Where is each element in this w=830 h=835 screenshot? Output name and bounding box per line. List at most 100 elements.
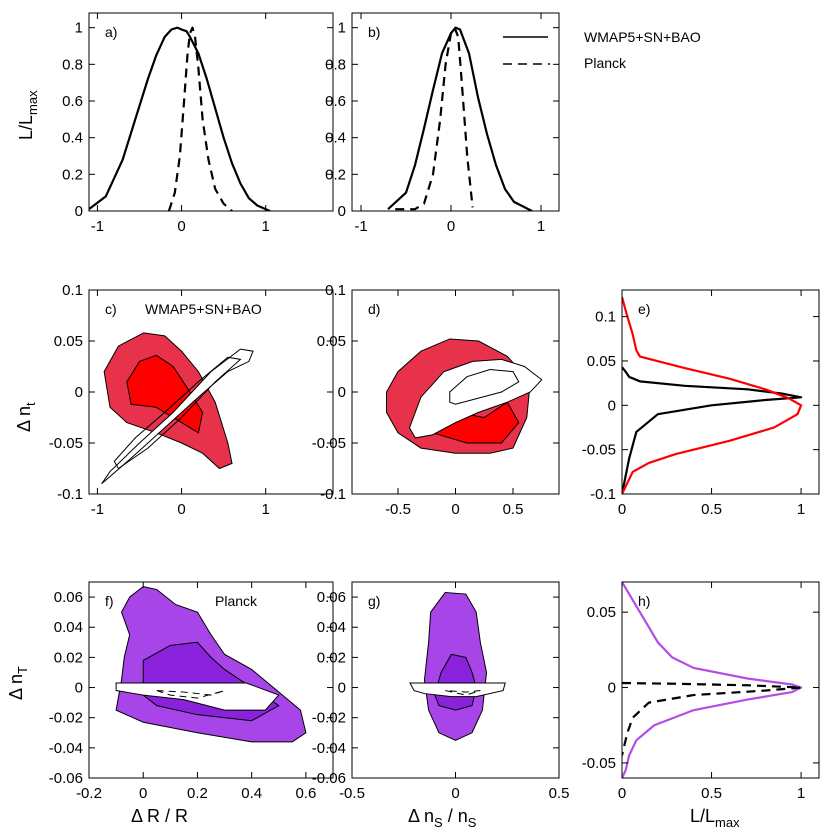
plot-area-e — [622, 296, 803, 494]
contour-d-wmap-68- — [449, 369, 520, 405]
xtick-label-f: -0.2 — [76, 785, 102, 802]
plot-area-b — [387, 26, 533, 211]
ytick-label-f: -0.06 — [49, 770, 83, 787]
xlabel-g-pre: Δ n — [408, 806, 434, 826]
ytick-label-a: 1 — [75, 20, 83, 37]
ytick-label-g: -0.06 — [312, 770, 346, 787]
xtick-label-d: 0.5 — [503, 501, 524, 518]
xtick-label-f: 0.2 — [187, 785, 208, 802]
xtick-label-f: 0.6 — [295, 785, 316, 802]
ytick-label-b: 0.8 — [325, 56, 346, 73]
ytick-label-a: 0.2 — [62, 166, 83, 183]
xtick-label-f: 0 — [139, 785, 147, 802]
xtick-label-d: -0.5 — [385, 501, 411, 518]
axes-frame-f — [88, 581, 334, 779]
xtick-label-g: -0.5 — [339, 785, 365, 802]
ytick-label-g: 0.06 — [317, 589, 346, 606]
contour-c-wmap-95- — [101, 348, 254, 485]
xlabel-g-sub2: S — [468, 815, 477, 830]
plot-area-g — [409, 592, 506, 741]
legend-dashed-label: Planck — [584, 55, 627, 71]
contour-c-planck-68- — [126, 354, 204, 434]
ytick-label-a: 0.8 — [62, 56, 83, 73]
xtick-label-a: -1 — [91, 218, 104, 235]
panel-label-g: g) — [368, 593, 380, 609]
ylabel-middle-main: Δ n — [14, 406, 34, 432]
xlabel-h-main: L/L — [690, 806, 715, 826]
ytick-label-g: 0.04 — [317, 619, 346, 636]
xtick-label-h: 0.5 — [701, 785, 722, 802]
ytick-label-c: 0 — [75, 384, 83, 401]
legend: WMAP5+SN+BAO Planck — [503, 29, 701, 71]
series-e-solid-line — [622, 296, 803, 494]
ylabel-middle: Δ nt — [14, 402, 38, 432]
ylabel-bottom-main: Δ n — [6, 674, 26, 700]
panel-label-f: f) — [105, 593, 114, 609]
panel-e: 0 0.5 1 -0.1 -0.05 0 0.05 0.1 e) — [582, 289, 820, 518]
xlabel-g-mid: / n — [443, 806, 468, 826]
panel-a: -1 0 1 0 0.2 0.4 0.6 0.8 1 a) — [62, 12, 334, 235]
series-b-dashed-line — [395, 26, 474, 211]
xtick-label-a: 1 — [262, 218, 270, 235]
axes-frame-a — [88, 12, 334, 212]
plot-area-d — [386, 338, 543, 454]
ytick-label-d: 0.1 — [325, 282, 346, 299]
panel-b: -1 0 1 0 0.2 0.4 0.6 0.8 1 b) — [325, 12, 560, 235]
panel-label-e: e) — [638, 301, 650, 317]
ytick-label-h: -0.05 — [582, 755, 616, 772]
panel-annotation-c: WMAP5+SN+BAO — [145, 301, 262, 317]
ytick-label-a: 0.6 — [62, 93, 83, 110]
panel-g: -0.5 0 0.5 -0.06 -0.04 -0.02 0 0.02 0.04 0.06 g) — [312, 581, 569, 802]
contour-c-wmap-68- — [113, 356, 242, 470]
xtick-label-c: 0 — [177, 501, 185, 518]
ytick-label-c: 0.05 — [54, 333, 83, 350]
ytick-label-e: -0.1 — [590, 486, 616, 503]
plot-area-c — [101, 332, 254, 485]
ylabel-bottom-sub: T — [15, 666, 30, 674]
xtick-label-b: 1 — [537, 218, 545, 235]
plot-area-a — [89, 26, 271, 211]
xlabel-g: Δ nS / nS — [408, 806, 477, 830]
xtick-label-c: -1 — [91, 501, 104, 518]
ytick-label-g: 0 — [338, 680, 346, 697]
panel-label-h: h) — [638, 593, 650, 609]
panel-label-a: a) — [105, 24, 117, 40]
series-e-solid-line — [622, 366, 803, 494]
axes-frame-e — [621, 289, 820, 495]
series-h-solid-line — [622, 582, 803, 778]
xtick-label-d: 0 — [451, 501, 459, 518]
ytick-label-g: -0.02 — [312, 710, 346, 727]
contour-f-planck-68- — [156, 690, 225, 699]
ytick-label-d: -0.1 — [320, 486, 346, 503]
ytick-label-e: -0.05 — [582, 442, 616, 459]
panel-f: -0.2 0 0.2 0.4 0.6 -0.06 -0.04 -0.02 0 0.02 0.04 0.… — [49, 581, 334, 802]
xtick-label-e: 0 — [618, 501, 626, 518]
panel-label-b: b) — [368, 24, 380, 40]
ylabel-top-sub: max — [25, 90, 40, 115]
ytick-label-e: 0.1 — [595, 309, 616, 326]
series-b-solid-line — [387, 26, 533, 211]
ytick-label-f: 0.02 — [54, 649, 83, 666]
xtick-label-e: 0.5 — [701, 501, 722, 518]
ytick-label-e: 0 — [608, 397, 616, 414]
plot-area-f — [115, 585, 307, 743]
xtick-label-h: 0 — [618, 785, 626, 802]
ylabel-top-main: L/L — [16, 115, 36, 140]
ytick-label-b: 0 — [338, 203, 346, 220]
ytick-label-e: 0.05 — [587, 353, 616, 370]
ytick-label-h: 0.05 — [587, 604, 616, 621]
ylabel-middle-sub: t — [23, 402, 38, 406]
ytick-label-f: 0 — [75, 680, 83, 697]
ytick-label-c: -0.1 — [57, 486, 83, 503]
ytick-label-b: 0.4 — [325, 130, 346, 147]
ytick-label-f: 0.04 — [54, 619, 83, 636]
xlabel-h: L/Lmax — [690, 806, 740, 830]
ytick-label-c: -0.05 — [49, 435, 83, 452]
contour-g-planck — [409, 682, 506, 698]
series-h-dashed-line — [622, 681, 803, 756]
ytick-label-h: 0 — [608, 680, 616, 697]
ylabel-bottom: Δ nT — [6, 666, 30, 700]
ytick-label-b: 1 — [338, 20, 346, 37]
